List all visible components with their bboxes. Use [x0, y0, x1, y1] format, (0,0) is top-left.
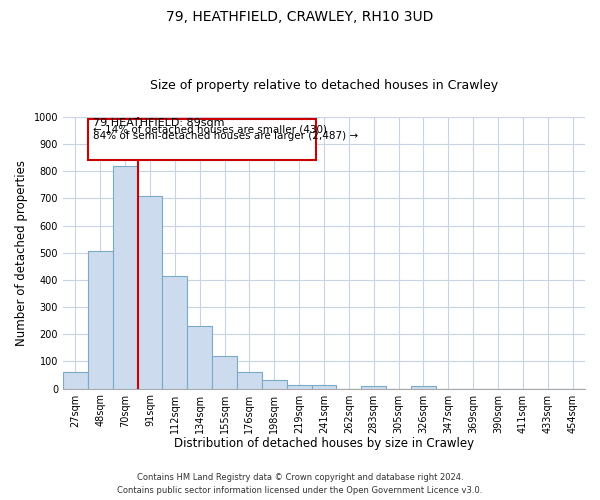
Bar — [113, 166, 137, 388]
Bar — [137, 196, 163, 388]
Bar — [212, 356, 237, 388]
Bar — [237, 372, 262, 388]
Bar — [361, 386, 386, 388]
X-axis label: Distribution of detached houses by size in Crawley: Distribution of detached houses by size … — [174, 437, 474, 450]
Bar — [262, 380, 287, 388]
Text: ← 14% of detached houses are smaller (430): ← 14% of detached houses are smaller (43… — [93, 124, 327, 134]
Text: 79 HEATHFIELD: 89sqm: 79 HEATHFIELD: 89sqm — [93, 118, 224, 128]
Y-axis label: Number of detached properties: Number of detached properties — [15, 160, 28, 346]
Bar — [411, 386, 436, 388]
Bar — [287, 384, 311, 388]
FancyBboxPatch shape — [88, 120, 317, 160]
Title: Size of property relative to detached houses in Crawley: Size of property relative to detached ho… — [150, 79, 498, 92]
Bar — [63, 372, 88, 388]
Text: Contains HM Land Registry data © Crown copyright and database right 2024.
Contai: Contains HM Land Registry data © Crown c… — [118, 473, 482, 495]
Text: 84% of semi-detached houses are larger (2,487) →: 84% of semi-detached houses are larger (… — [93, 131, 358, 141]
Bar — [187, 326, 212, 388]
Bar — [163, 276, 187, 388]
Bar — [311, 386, 337, 388]
Bar — [88, 252, 113, 388]
Text: 79, HEATHFIELD, CRAWLEY, RH10 3UD: 79, HEATHFIELD, CRAWLEY, RH10 3UD — [166, 10, 434, 24]
